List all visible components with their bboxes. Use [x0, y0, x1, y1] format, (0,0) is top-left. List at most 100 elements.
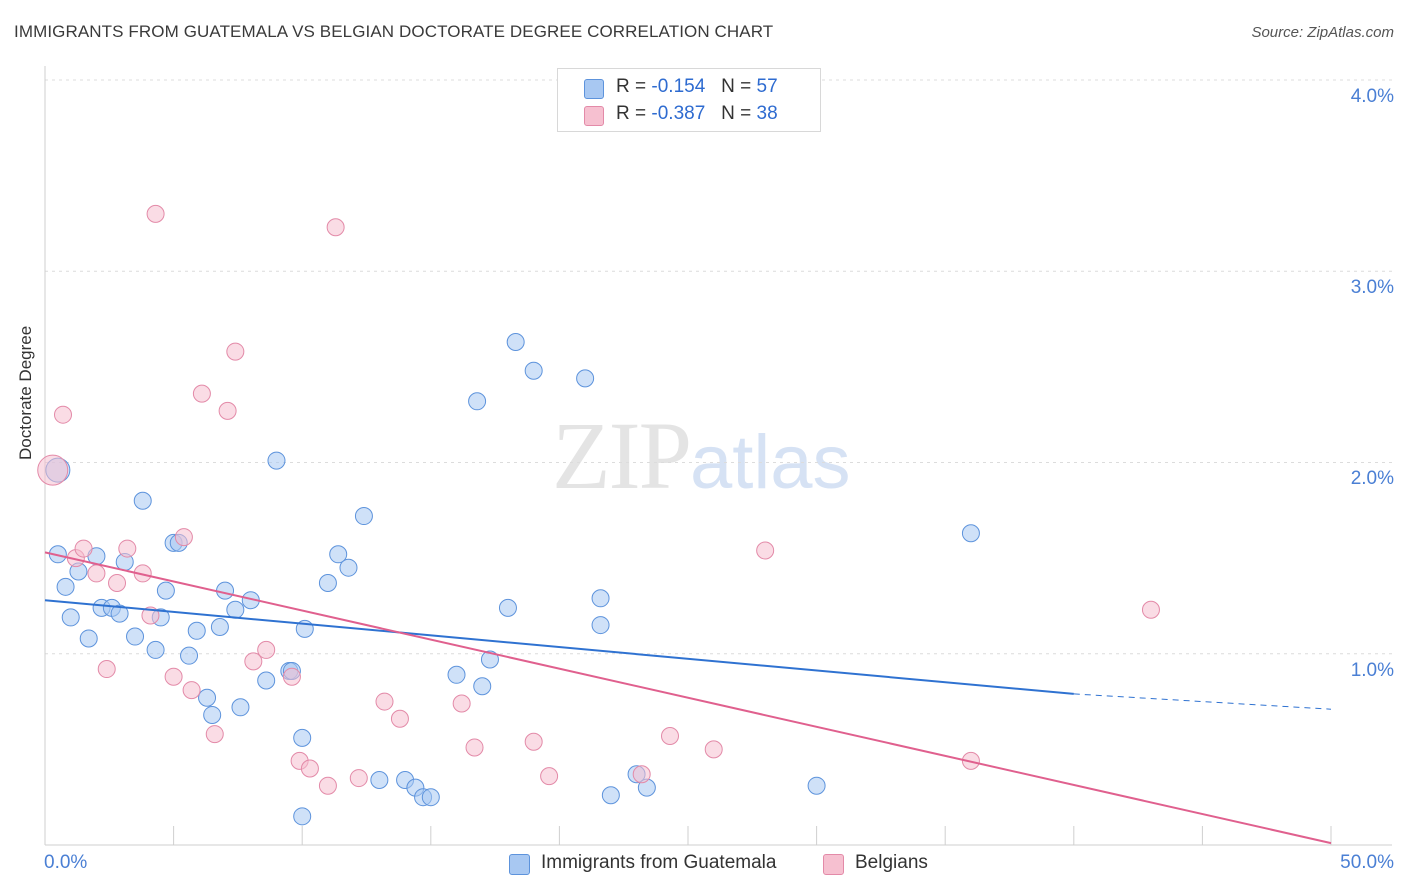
guatemala-point	[198, 688, 217, 707]
bottom-legend-swatch	[509, 854, 530, 875]
belgians-point	[244, 652, 263, 671]
guatemala-point	[591, 616, 610, 635]
belgians-point	[704, 740, 723, 759]
belgians-point	[282, 667, 301, 686]
guatemala-point	[267, 451, 286, 470]
belgians-point	[164, 667, 183, 686]
belgians-trend-line	[44, 551, 1332, 845]
y-tick-label: 2.0%	[1350, 468, 1394, 489]
belgians-point	[326, 218, 345, 237]
legend-r-value: -0.387	[651, 103, 706, 124]
guatemala-point	[61, 608, 80, 627]
guatemala-point	[524, 361, 543, 380]
guatemala-trend-line	[44, 599, 1074, 695]
belgians-point	[37, 454, 69, 486]
guatemala-point	[293, 807, 312, 826]
guatemala-point	[110, 604, 129, 623]
y-tick-label: 4.0%	[1350, 86, 1394, 107]
guatemala-point	[318, 573, 337, 592]
guatemala-point	[576, 369, 595, 388]
legend-r-label: R =	[616, 103, 647, 124]
guatemala-point	[480, 650, 499, 669]
guatemala-point	[79, 629, 98, 648]
guatemala-point	[216, 581, 235, 600]
guatemala-point	[180, 646, 199, 665]
belgians-point	[192, 384, 211, 403]
legend-r-label: R =	[616, 76, 647, 97]
x-tick-label: 0.0%	[44, 852, 88, 873]
belgians-point	[108, 573, 127, 592]
guatemala-point	[226, 600, 245, 619]
belgians-point	[465, 738, 484, 757]
guatemala-point	[56, 577, 75, 596]
bottom-legend-label: Belgians	[855, 852, 928, 873]
belgians-point	[87, 564, 106, 583]
belgians-point	[300, 759, 319, 778]
belgians-point	[452, 694, 471, 713]
guatemala-trend-extension	[1073, 693, 1332, 710]
belgians-point	[1141, 600, 1160, 619]
guatemala-point	[146, 640, 165, 659]
belgians-point	[257, 640, 276, 659]
belgians-point	[218, 401, 237, 420]
guatemala-point	[156, 581, 175, 600]
guatemala-point	[370, 770, 389, 789]
guatemala-point	[203, 705, 222, 724]
guatemala-point	[257, 671, 276, 690]
belgians-point	[118, 539, 137, 558]
belgians-point	[540, 767, 559, 786]
chart-title: IMMIGRANTS FROM GUATEMALA VS BELGIAN DOC…	[14, 22, 774, 41]
belgians-point	[146, 204, 165, 223]
legend-n-value: 38	[756, 103, 778, 124]
belgians-point	[375, 692, 394, 711]
belgians-point	[141, 606, 160, 625]
belgians-point	[74, 539, 93, 558]
belgians-point	[390, 709, 409, 728]
guatemala-point	[293, 728, 312, 747]
guatemala-point	[187, 621, 206, 640]
belgians-point	[660, 726, 679, 745]
belgians-point	[54, 405, 73, 424]
belgians-point	[632, 765, 651, 784]
guatemala-point	[961, 524, 980, 543]
legend-n-label: N =	[721, 76, 752, 97]
stats-legend: R = -0.154 N = 57 R = -0.387 N = 38	[557, 68, 821, 132]
bottom-legend-label: Immigrants from Guatemala	[541, 852, 777, 873]
belgians-point	[318, 776, 337, 795]
guatemala-point	[133, 491, 152, 510]
belgians-point	[524, 732, 543, 751]
guatemala-point	[807, 776, 826, 795]
guatemala-point	[126, 627, 145, 646]
y-axis-label: Doctorate Degree	[16, 325, 35, 460]
belgians-point	[205, 725, 224, 744]
guatemala-point	[421, 788, 440, 807]
belgians-point	[226, 342, 245, 361]
guatemala-point	[210, 617, 229, 636]
belgians-point	[349, 769, 368, 788]
guatemala-point	[468, 392, 487, 411]
watermark-zip: ZIP	[552, 402, 692, 509]
x-tick-label: 50.0%	[1340, 852, 1394, 873]
belgians-point	[756, 541, 775, 560]
legend-r-value: -0.154	[651, 76, 706, 97]
guatemala-point	[354, 507, 373, 526]
guatemala-point	[506, 333, 525, 352]
legend-n-value: 57	[756, 76, 778, 97]
guatemala-point	[601, 786, 620, 805]
guatemala-point	[339, 558, 358, 577]
y-tick-label: 1.0%	[1350, 660, 1394, 681]
legend-n-label: N =	[721, 103, 752, 124]
y-tick-label: 3.0%	[1350, 277, 1394, 298]
guatemala-point	[473, 677, 492, 696]
legend-swatch-guatemala	[584, 79, 604, 99]
source-label: Source: ZipAtlas.com	[1251, 24, 1394, 41]
belgians-point	[97, 660, 116, 679]
guatemala-point	[231, 698, 250, 717]
belgians-point	[182, 681, 201, 700]
belgians-point	[174, 528, 193, 547]
guatemala-point	[447, 665, 466, 684]
bottom-legend-swatch	[823, 854, 844, 875]
legend-swatch-belgians	[584, 106, 604, 126]
guatemala-point	[591, 589, 610, 608]
